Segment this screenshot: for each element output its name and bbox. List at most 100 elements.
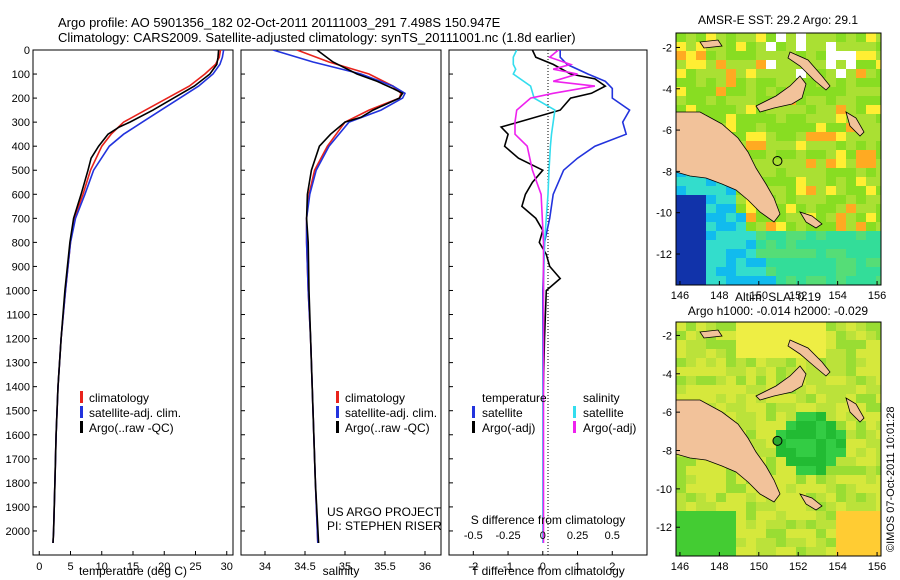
sst-cell xyxy=(866,78,877,88)
sla-cell xyxy=(856,430,867,440)
sst-cell xyxy=(806,267,817,277)
sst-cell xyxy=(746,276,757,285)
sla-cell xyxy=(726,511,737,521)
sst-cell xyxy=(806,105,817,115)
sst-cell xyxy=(876,159,881,169)
sst-cell xyxy=(776,78,787,88)
sla-cell xyxy=(866,439,877,449)
sst-cell xyxy=(846,240,857,250)
sla-cell xyxy=(786,448,797,458)
sst-cell xyxy=(866,51,877,61)
sst-cell xyxy=(766,222,777,232)
sla-cell xyxy=(846,475,857,485)
sla-cell xyxy=(716,547,727,556)
sla-cell xyxy=(776,466,787,476)
sla-cell xyxy=(716,484,727,494)
sla-cell xyxy=(776,349,787,359)
legend-label-climatology: climatology xyxy=(345,391,405,405)
sla-cell xyxy=(796,457,807,467)
legend-label-t-satellite: satellite xyxy=(482,406,523,420)
sla-cell xyxy=(746,547,757,556)
sst-cell xyxy=(796,69,807,79)
sla-cell xyxy=(776,520,787,530)
sla-cell xyxy=(716,502,727,512)
sla-cell xyxy=(726,340,737,350)
sla-cell xyxy=(806,448,817,458)
s-tick-label: -0.25 xyxy=(496,530,521,542)
sst-cell xyxy=(726,258,737,268)
sst-cell xyxy=(816,105,827,115)
sla-cell xyxy=(726,502,737,512)
sst-cell xyxy=(756,69,767,79)
sla-cell xyxy=(746,385,757,395)
sla-cell xyxy=(696,322,707,332)
temperature-series xyxy=(52,50,225,544)
sla-cell xyxy=(866,340,877,350)
sla-map-subtitle: Argo h1000: -0.014 h2000: -0.029 xyxy=(688,304,868,318)
sst-cell xyxy=(716,204,727,214)
sla-cell xyxy=(876,331,881,341)
sst-cell xyxy=(816,87,827,97)
legend-swatch-argo xyxy=(336,421,339,433)
sla-cell xyxy=(796,322,807,332)
sla-cell xyxy=(686,538,697,548)
sst-cell xyxy=(846,105,857,115)
sst-cell xyxy=(806,78,817,88)
sla-cell xyxy=(836,340,847,350)
lat-tick-label: -8 xyxy=(662,446,672,458)
sla-cell xyxy=(706,358,717,368)
lon-tick-label: 150 xyxy=(750,290,768,302)
sst-cell xyxy=(796,114,807,124)
y-tick-label: 2000 xyxy=(6,526,30,538)
sst-cell xyxy=(776,267,787,277)
legend-label-argo: Argo(..raw -QC) xyxy=(89,421,174,435)
sla-cell xyxy=(786,331,797,341)
sst-cell xyxy=(766,276,777,285)
sst-cell xyxy=(806,222,817,232)
lat-tick-label: -2 xyxy=(662,330,672,342)
sla-cell xyxy=(866,529,877,539)
sla-cell xyxy=(866,430,877,440)
x-tick-label: 2 xyxy=(609,561,615,573)
sst-cell xyxy=(756,213,767,223)
sst-cell xyxy=(866,150,877,160)
sst-cell xyxy=(706,258,717,268)
sst-cell xyxy=(866,240,877,250)
sla-cell xyxy=(796,421,807,431)
sst-cell xyxy=(876,51,881,61)
sla-cell xyxy=(706,394,717,404)
sla-cell xyxy=(876,367,881,377)
sla-cell xyxy=(796,358,807,368)
sst-cell xyxy=(726,51,737,61)
sst-cell xyxy=(806,96,817,106)
sst-cell xyxy=(736,69,747,79)
sst-cell xyxy=(726,222,737,232)
sst-cell xyxy=(696,51,707,61)
sst-cell xyxy=(776,204,787,214)
y-tick-label: 1200 xyxy=(6,334,30,346)
sla-cell xyxy=(746,340,757,350)
sst-cell xyxy=(816,186,827,196)
sla-cell xyxy=(876,502,881,512)
sst-cell xyxy=(716,60,727,70)
sst-cell xyxy=(696,267,707,277)
sla-cell xyxy=(826,448,837,458)
sst-cell xyxy=(836,276,847,285)
sla-cell xyxy=(806,466,817,476)
sla-cell xyxy=(726,358,737,368)
sst-cell xyxy=(776,114,787,124)
sla-cell xyxy=(756,349,767,359)
sst-cell xyxy=(836,168,847,178)
sst-cell xyxy=(696,204,707,214)
sst-cell xyxy=(826,168,837,178)
sst-cell xyxy=(796,195,807,205)
sst-cell xyxy=(816,132,827,142)
sst-cell xyxy=(786,78,797,88)
sst-cell xyxy=(846,177,857,187)
sst-cell xyxy=(866,159,877,169)
sst-cell xyxy=(866,231,877,241)
sla-cell xyxy=(866,331,877,341)
sst-cell xyxy=(866,33,877,43)
sla-cell xyxy=(776,412,787,422)
lon-tick-label: 152 xyxy=(789,561,807,573)
